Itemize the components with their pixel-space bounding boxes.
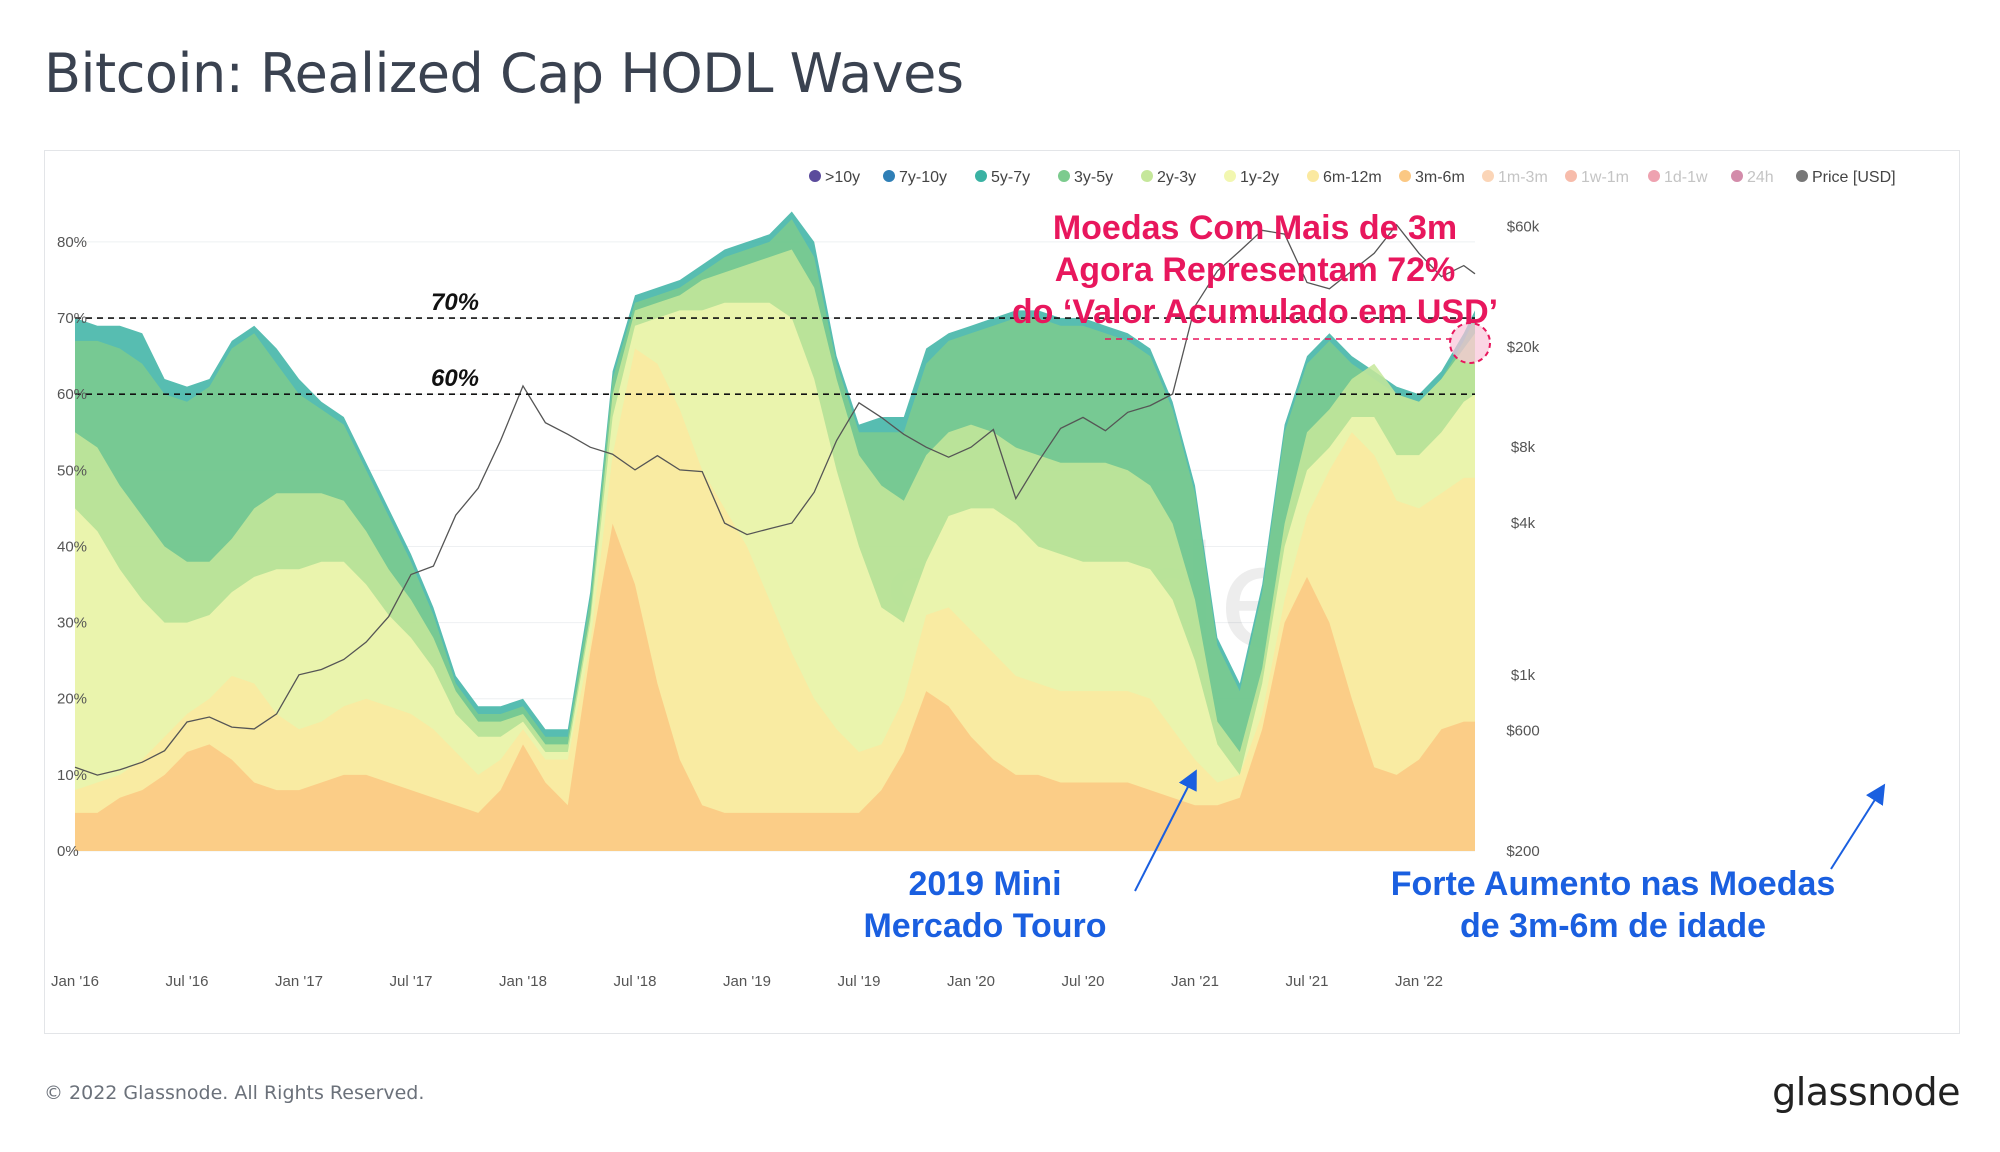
reference-label-70: 70% [431, 289, 479, 316]
annotation-mini-bull-line: Mercado Touro [863, 907, 1106, 945]
legend-dot [1648, 170, 1660, 182]
reference-label-60: 60% [431, 365, 479, 392]
chart-svg: glassnode 70%60% 0%10%20%30%40%50%60%70%… [51, 169, 1896, 990]
legend-item-1m-3m: 1m-3m [1482, 169, 1548, 186]
x-tick: Jul '21 [1286, 973, 1329, 990]
legend-label: Price [USD] [1812, 169, 1896, 186]
x-tick: Jul '16 [166, 973, 209, 990]
copyright-text: © 2022 Glassnode. All Rights Reserved. [44, 1082, 425, 1104]
legend-label: 5y-7y [991, 169, 1030, 186]
y-left-tick: 20% [57, 691, 87, 708]
legend-dot [1307, 170, 1319, 182]
arrow-3m-6m [1830, 783, 1886, 870]
glassnode-logo: glassnode [1772, 1070, 1960, 1114]
x-tick: Jan '22 [1395, 973, 1443, 990]
legend-dot [1565, 170, 1577, 182]
area-3m-6m [75, 523, 1475, 851]
axis-labels: 0% 10% 20% 30% 40% 50% 60% 70% 80% $200 $600 $1k $4k… [51, 219, 1540, 990]
legend-label: 1m-3m [1498, 169, 1548, 186]
chart-title: Bitcoin: Realized Cap HODL Waves [44, 42, 964, 105]
legend-item-3m-6m: 3m-6m [1399, 169, 1465, 186]
legend-item-7y-10y: 7y-10y [883, 169, 947, 186]
x-tick: Jul '17 [390, 973, 433, 990]
annotation-72-circle [1449, 322, 1491, 364]
annotation-3m-6m-line: de 3m-6m de idade [1460, 907, 1766, 945]
y-right-tick: $600 [1506, 723, 1539, 740]
legend-dot [809, 170, 821, 182]
y-left-tick: 40% [57, 538, 87, 555]
y-right-tick: $20k [1507, 339, 1540, 356]
price-line-group [74, 223, 1476, 776]
legend-item-24h: 24h [1731, 169, 1774, 186]
legend-label: 3y-5y [1074, 169, 1113, 186]
annotation-mini-bull-line: 2019 Mini [908, 865, 1061, 903]
legend-dot [1731, 170, 1743, 182]
legend-item-2y-3y: 2y-3y [1141, 169, 1196, 186]
annotation-3m-6m-line: Forte Aumento nas Moedas [1391, 865, 1836, 903]
x-tick: Jul '18 [614, 973, 657, 990]
legend-item-3y-5y: 3y-5y [1058, 169, 1113, 186]
y-right-tick: $60k [1507, 219, 1540, 236]
y-left-tick: 10% [57, 767, 87, 784]
hodl-wave-areas [75, 211, 1475, 852]
legend-item-1w-1m: 1w-1m [1565, 169, 1629, 186]
annotation-72-percent-line: Moedas Com Mais de 3m [1053, 209, 1457, 247]
y-left-tick: 70% [57, 310, 87, 327]
legend-dot [1224, 170, 1236, 182]
x-tick: Jan '21 [1171, 973, 1219, 990]
legend-label: 6m-12m [1323, 169, 1382, 186]
legend-label: 24h [1747, 169, 1774, 186]
y-left-tick: 60% [57, 386, 87, 403]
legend-label: 2y-3y [1157, 169, 1196, 186]
reference-lines: 70% 60% [75, 289, 1475, 395]
annotation-72-percent-line: Agora Representam 72% [1055, 251, 1456, 289]
x-tick: Jan '19 [723, 973, 771, 990]
y-right-tick: $200 [1506, 843, 1539, 860]
x-tick: Jan '18 [499, 973, 547, 990]
price-line [74, 223, 1476, 776]
y-left-tick: 30% [57, 615, 87, 632]
x-tick: Jul '20 [1062, 973, 1105, 990]
legend-label: 1y-2y [1240, 169, 1279, 186]
y-left-tick: 50% [57, 462, 87, 479]
x-tick: Jan '16 [51, 973, 99, 990]
legend-item-5y-7y: 5y-7y [975, 169, 1030, 186]
legend-label: >10y [825, 169, 860, 186]
y-right-tick: $1k [1511, 667, 1536, 684]
legend-label: 7y-10y [899, 169, 947, 186]
legend-dot [975, 170, 987, 182]
annotation-72-percent-line: do ‘Valor Acumulado em USD’ [1012, 293, 1498, 331]
legend-item-Price [USD]: Price [USD] [1796, 169, 1896, 186]
legend-dot [1796, 170, 1808, 182]
legend-dot [1399, 170, 1411, 182]
chart-frame: glassnode 70%60% 0%10%20%30%40%50%60%70%… [44, 150, 1960, 1034]
legend: >10y 7y-10y 5y-7y 3y-5y 2y-3y 1y-2y 6m-12m 3m-6… [809, 169, 1896, 186]
x-tick: Jan '20 [947, 973, 995, 990]
legend-dot [883, 170, 895, 182]
legend-label: 1w-1m [1581, 169, 1629, 186]
legend-dot [1482, 170, 1494, 182]
legend-label: 3m-6m [1415, 169, 1465, 186]
y-left-tick: 80% [57, 234, 87, 251]
legend-label: 1d-1w [1664, 169, 1708, 186]
legend-item-6m-12m: 6m-12m [1307, 169, 1382, 186]
y-right-tick: $8k [1511, 439, 1536, 456]
annotations: Moedas Com Mais de 3m Agora Representam 7… [863, 209, 1886, 945]
legend-item-1y-2y: 1y-2y [1224, 169, 1279, 186]
y-left-tick: 0% [57, 843, 79, 860]
x-tick: Jan '17 [275, 973, 323, 990]
x-tick: Jul '19 [838, 973, 881, 990]
legend-item-1d-1w: 1d-1w [1648, 169, 1708, 186]
legend-item->10y: >10y [809, 169, 860, 186]
arrow-mini-bull [1134, 769, 1197, 892]
legend-dot [1058, 170, 1070, 182]
legend-dot [1141, 170, 1153, 182]
y-right-tick: $4k [1511, 515, 1536, 532]
area-6m-12m [75, 348, 1475, 851]
